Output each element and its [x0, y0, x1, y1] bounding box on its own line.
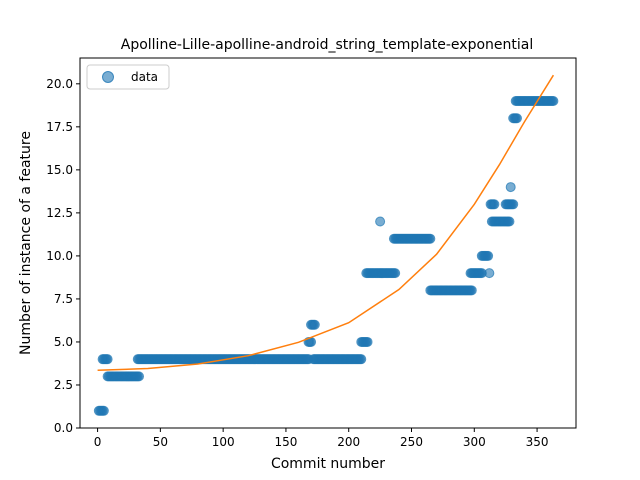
fit-line	[97, 74, 555, 372]
data-point	[309, 319, 320, 330]
x-tick-label: 50	[153, 435, 168, 449]
data-point	[362, 336, 373, 347]
x-tick-label: 0	[94, 435, 102, 449]
data-point	[134, 371, 145, 382]
y-ticks: 0.0 2.5 5.0 7.5 10.0 12.5 15.0 17.5 20.0	[46, 77, 80, 435]
y-tick-label: 0.0	[54, 421, 73, 435]
data-point	[425, 233, 436, 244]
data-point	[375, 216, 386, 227]
y-tick-label: 5.0	[54, 335, 73, 349]
data-point	[484, 268, 495, 279]
legend: data	[86, 64, 170, 90]
x-tick-label: 100	[212, 435, 235, 449]
data-point	[356, 354, 367, 365]
y-tick-label: 15.0	[46, 163, 73, 177]
x-tick-label: 350	[526, 435, 549, 449]
y-tick-label: 12.5	[46, 206, 73, 220]
x-tick-label: 150	[274, 435, 297, 449]
data-point	[390, 268, 401, 279]
legend-label-data: data	[131, 70, 158, 84]
data-point	[98, 405, 109, 416]
x-tick-label: 250	[400, 435, 423, 449]
x-tick-label: 300	[463, 435, 486, 449]
axes-frame	[79, 57, 577, 429]
y-tick-label: 7.5	[54, 292, 73, 306]
x-axis-label: Commit number	[271, 456, 385, 472]
data-point	[102, 354, 113, 365]
data-point	[489, 199, 500, 210]
y-tick-label: 17.5	[46, 120, 73, 134]
chart-title: Apolline-Lille-apolline-android_string_t…	[121, 37, 534, 53]
data-point	[466, 285, 477, 296]
data-point	[548, 96, 559, 107]
legend-marker-data	[102, 71, 114, 83]
x-ticks: 0 50 100 150 200 250 300 350	[94, 428, 549, 449]
y-tick-label: 2.5	[54, 378, 73, 392]
data-point	[504, 216, 515, 227]
x-tick-label: 200	[337, 435, 360, 449]
data-point	[511, 113, 522, 124]
legend-box	[86, 64, 170, 90]
data-point	[483, 250, 494, 261]
data-point	[508, 199, 519, 210]
y-tick-label: 20.0	[46, 77, 73, 91]
y-tick-label: 10.0	[46, 249, 73, 263]
plot-area	[93, 74, 559, 416]
y-axis-label: Number of instance of a feature	[18, 131, 34, 355]
data-point	[505, 182, 516, 193]
